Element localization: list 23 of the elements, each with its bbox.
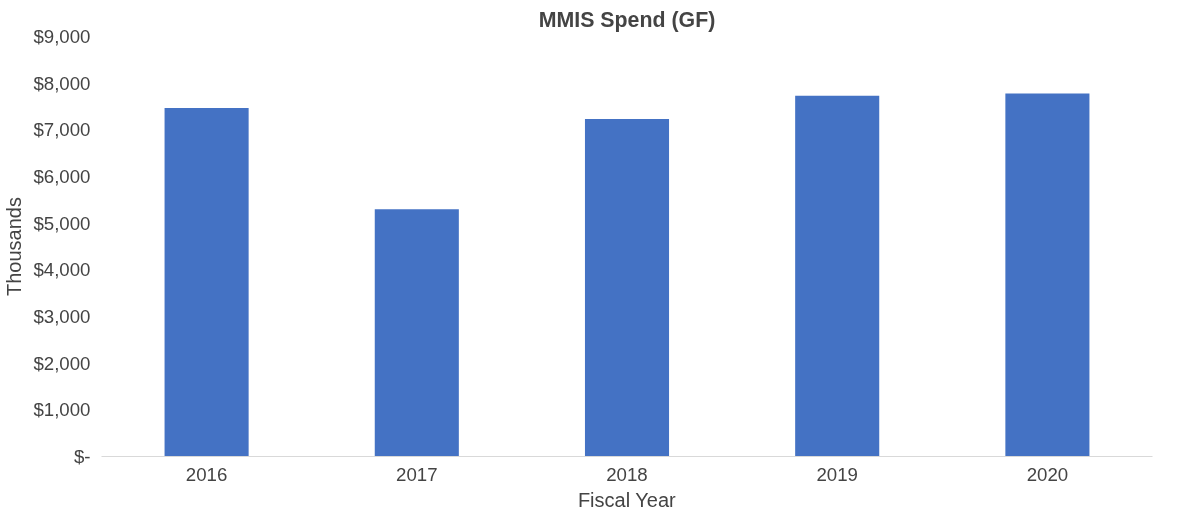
y-tick-label: $- <box>73 446 91 467</box>
y-tick-label: $3,000 <box>33 306 91 327</box>
bar <box>374 209 459 457</box>
chart-title: MMIS Spend (GF) <box>538 7 716 32</box>
y-tick-label: $9,000 <box>33 26 91 47</box>
bar <box>584 119 670 457</box>
bar <box>164 107 249 457</box>
x-tick-label: 2020 <box>1026 463 1069 485</box>
y-tick-label: $7,000 <box>33 119 91 141</box>
x-tick-label: 2017 <box>396 463 438 485</box>
x-tick-label: 2019 <box>816 463 858 485</box>
y-tick-label: $1,000 <box>33 399 91 421</box>
x-tick-label: 2018 <box>606 463 648 485</box>
y-tick-label: $6,000 <box>33 166 91 187</box>
x-tick-label: 2016 <box>185 463 228 485</box>
y-axis-title: Thousands <box>3 197 26 296</box>
y-tick-label: $8,000 <box>33 72 91 94</box>
bar <box>1005 93 1090 457</box>
y-tick-label: $4,000 <box>33 259 91 281</box>
bar <box>795 95 880 457</box>
y-tick-label: $5,000 <box>33 212 91 234</box>
x-axis-title: Fiscal Year <box>577 488 677 511</box>
y-tick-label: $2,000 <box>33 352 91 374</box>
